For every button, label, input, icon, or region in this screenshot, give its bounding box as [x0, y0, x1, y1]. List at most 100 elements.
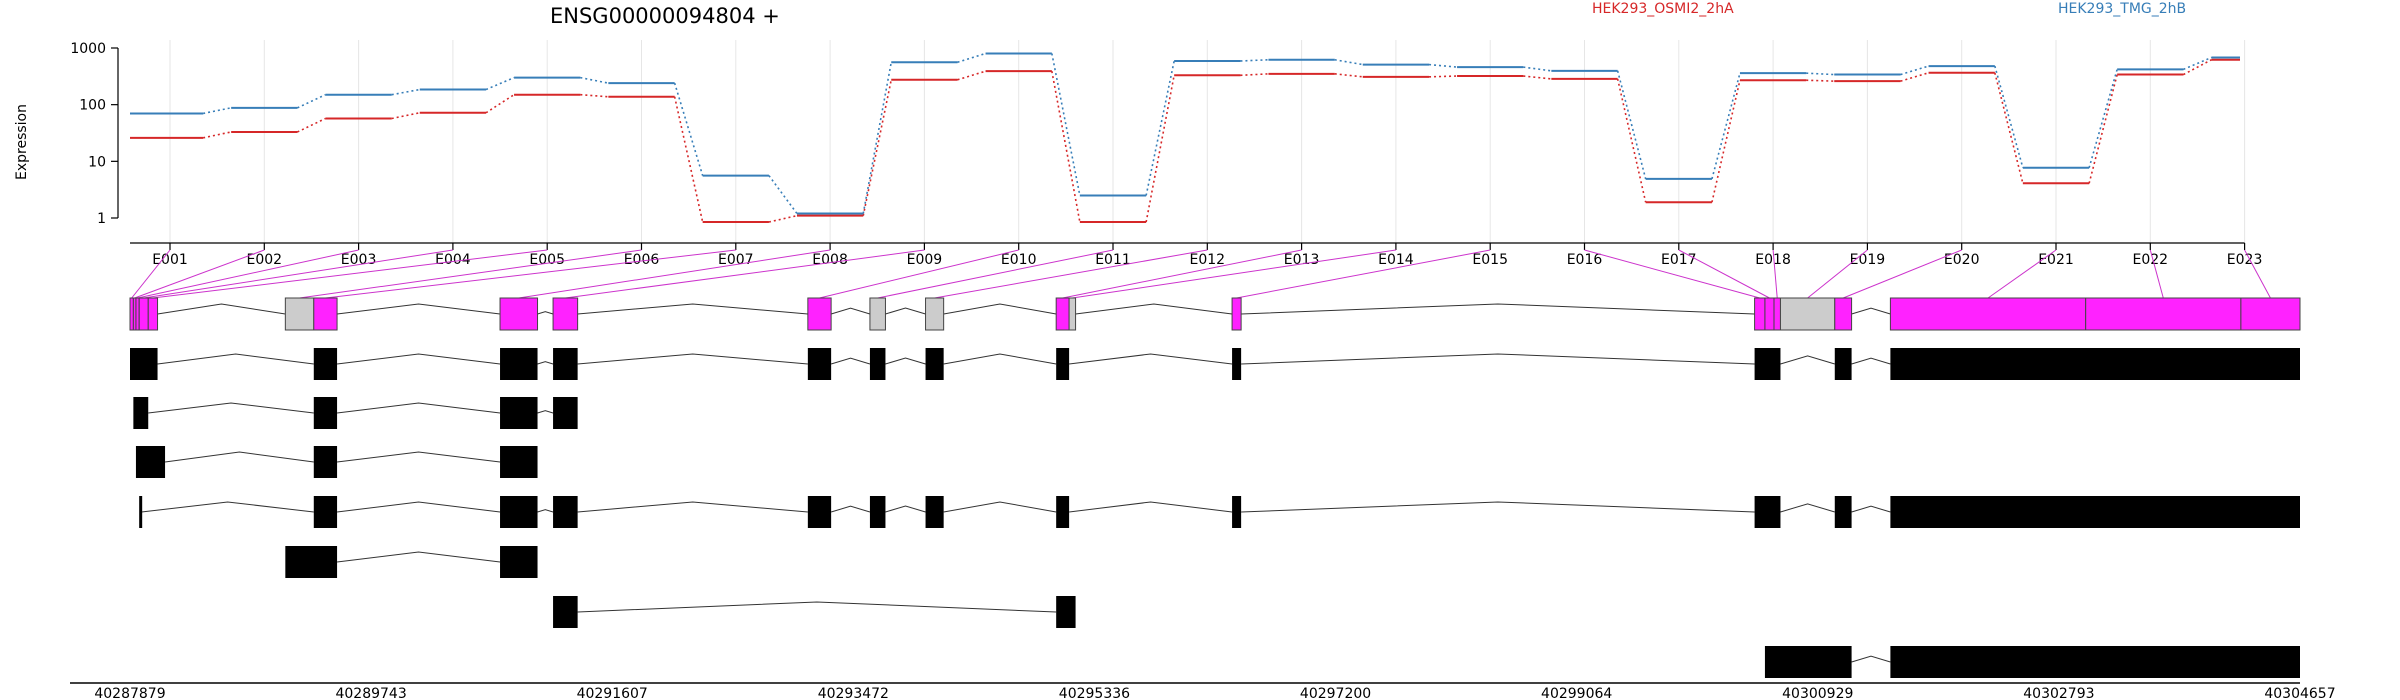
exon-box	[1231, 297, 1242, 331]
series-link	[1523, 75, 1552, 80]
exon-connector	[819, 249, 1019, 299]
exon-connector	[2244, 249, 2271, 299]
transcript-exon	[807, 348, 832, 380]
intron-line	[337, 551, 501, 563]
y-axis-label: Expression	[14, 104, 30, 180]
series-link	[1145, 75, 1175, 223]
x-tick-label: E004	[435, 252, 471, 268]
intron-line	[830, 307, 871, 315]
exon-connector-lines	[131, 249, 2271, 299]
intron-line	[1851, 357, 1891, 365]
transcript-exon	[925, 496, 944, 528]
series-link	[1523, 66, 1552, 72]
series-link	[1994, 65, 2024, 168]
intron-line	[337, 402, 501, 414]
series-link	[768, 214, 798, 223]
x-tick-label: E007	[718, 252, 754, 268]
genomic-tick-label: 40291607	[577, 686, 648, 700]
intron-line	[337, 353, 501, 365]
x-tick-label: E003	[341, 252, 377, 268]
transcript-exon	[1890, 646, 2300, 678]
x-tick-label: E020	[1944, 252, 1980, 268]
intron-line	[164, 451, 314, 463]
series-link	[673, 82, 704, 176]
series-link	[202, 107, 232, 115]
exon-box	[138, 297, 149, 331]
intron-line	[1241, 303, 1755, 315]
y-tick-label: 10	[88, 154, 106, 170]
x-tick-label: E008	[812, 252, 848, 268]
exon-connector	[143, 249, 453, 299]
exon-connector	[1584, 249, 1760, 299]
exon-connector	[518, 249, 831, 299]
intron-line	[1075, 303, 1233, 315]
intron-line	[885, 307, 926, 315]
transcript-exon	[1834, 496, 1852, 528]
intron-line	[141, 501, 314, 513]
series-link	[202, 131, 232, 139]
transcript-exon	[1890, 348, 2300, 380]
transcript-exon	[313, 446, 338, 478]
series-link	[391, 88, 420, 96]
series-link	[1806, 72, 1835, 76]
exon-connector	[1772, 249, 1778, 299]
exon-box	[807, 297, 832, 331]
y-axis: 1 10 100 1000	[70, 41, 119, 227]
transcript-exon	[1754, 496, 1781, 528]
series-link	[1051, 71, 1081, 223]
exon-box	[1889, 297, 2087, 331]
exon-box	[552, 297, 579, 331]
x-tick-label: E017	[1661, 252, 1697, 268]
series-link	[2183, 59, 2212, 76]
transcript-exon	[285, 546, 338, 578]
x-tick-label: E018	[1755, 252, 1791, 268]
intron-line	[943, 353, 1057, 365]
series-link	[1334, 58, 1363, 66]
transcript-exon	[313, 397, 338, 429]
transcript-exon	[500, 348, 538, 380]
intron-line	[537, 311, 554, 315]
y-tick-label: 100	[79, 98, 106, 114]
transcript-exon	[500, 546, 538, 578]
x-tick-label: E010	[1001, 252, 1037, 268]
x-tick-label: E014	[1378, 252, 1414, 268]
genomic-tick-label: 40302793	[2023, 686, 2094, 700]
exon-connector	[137, 249, 359, 299]
exon-connector	[131, 249, 171, 299]
transcript-exon	[139, 496, 143, 528]
exon-box	[1068, 297, 1077, 331]
transcript-exon	[807, 496, 832, 528]
transcript-exon	[553, 496, 578, 528]
intron-line	[148, 402, 314, 414]
intron-line	[337, 451, 501, 463]
series-link	[485, 94, 515, 114]
series-link	[957, 70, 986, 81]
intron-line	[1241, 353, 1755, 365]
series-link	[768, 175, 798, 214]
intron-line	[885, 357, 926, 365]
transcript-exon	[1232, 348, 1242, 380]
series-link	[673, 96, 704, 223]
series-link	[391, 111, 420, 120]
intron-line	[830, 505, 871, 513]
exon-box	[1779, 297, 1836, 331]
transcript-exon	[553, 596, 578, 628]
intron-line	[577, 353, 808, 365]
exon-connector	[1807, 249, 1868, 299]
legend-series-a: HEK293_OSMI2_2hA	[1592, 1, 1734, 17]
genomic-tick-label: 40289743	[335, 686, 406, 700]
series-link	[1051, 53, 1081, 196]
transcript-exon	[313, 496, 338, 528]
series-link	[2088, 74, 2118, 184]
series-link	[862, 62, 893, 214]
exon-connector	[1062, 249, 1302, 299]
x-tick-label: E012	[1190, 252, 1226, 268]
intron-line	[157, 353, 314, 365]
series-link	[1994, 72, 2024, 184]
genomic-coordinate-axis: 40287879 40289743 40291607 40293472 40295336…	[70, 682, 2336, 700]
series-link	[1428, 63, 1458, 68]
y-tick-label: 1000	[70, 41, 106, 57]
genomic-tick-label: 40293472	[818, 686, 889, 700]
series-link	[862, 79, 893, 216]
